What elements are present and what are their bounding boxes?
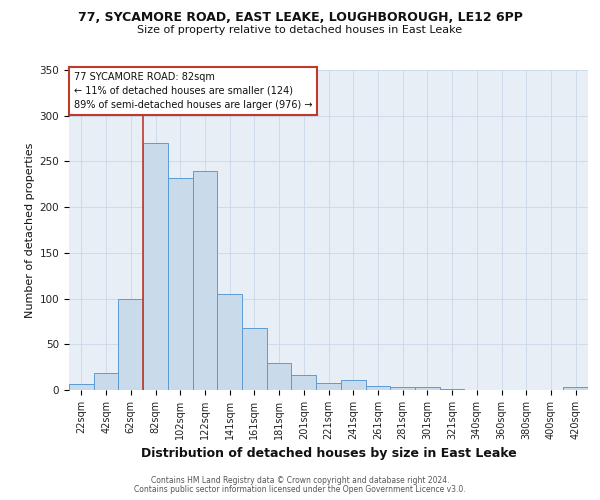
Bar bbox=[390, 388, 415, 390]
Bar bbox=[267, 362, 292, 390]
Bar bbox=[365, 386, 390, 390]
Text: Contains HM Land Registry data © Crown copyright and database right 2024.: Contains HM Land Registry data © Crown c… bbox=[151, 476, 449, 485]
Bar bbox=[316, 382, 341, 390]
Bar bbox=[118, 298, 143, 390]
Bar bbox=[242, 328, 267, 390]
Bar bbox=[193, 170, 217, 390]
Text: Contains public sector information licensed under the Open Government Licence v3: Contains public sector information licen… bbox=[134, 484, 466, 494]
Bar bbox=[94, 372, 118, 390]
Bar bbox=[415, 388, 440, 390]
Bar bbox=[440, 389, 464, 390]
Text: Size of property relative to detached houses in East Leake: Size of property relative to detached ho… bbox=[137, 25, 463, 35]
Bar bbox=[217, 294, 242, 390]
Text: 77 SYCAMORE ROAD: 82sqm
← 11% of detached houses are smaller (124)
89% of semi-d: 77 SYCAMORE ROAD: 82sqm ← 11% of detache… bbox=[74, 72, 313, 110]
Bar bbox=[143, 143, 168, 390]
Bar bbox=[341, 380, 365, 390]
Bar bbox=[563, 388, 588, 390]
Bar bbox=[168, 178, 193, 390]
Y-axis label: Number of detached properties: Number of detached properties bbox=[25, 142, 35, 318]
Bar bbox=[292, 376, 316, 390]
Bar bbox=[69, 384, 94, 390]
X-axis label: Distribution of detached houses by size in East Leake: Distribution of detached houses by size … bbox=[140, 448, 517, 460]
Text: 77, SYCAMORE ROAD, EAST LEAKE, LOUGHBOROUGH, LE12 6PP: 77, SYCAMORE ROAD, EAST LEAKE, LOUGHBORO… bbox=[77, 11, 523, 24]
